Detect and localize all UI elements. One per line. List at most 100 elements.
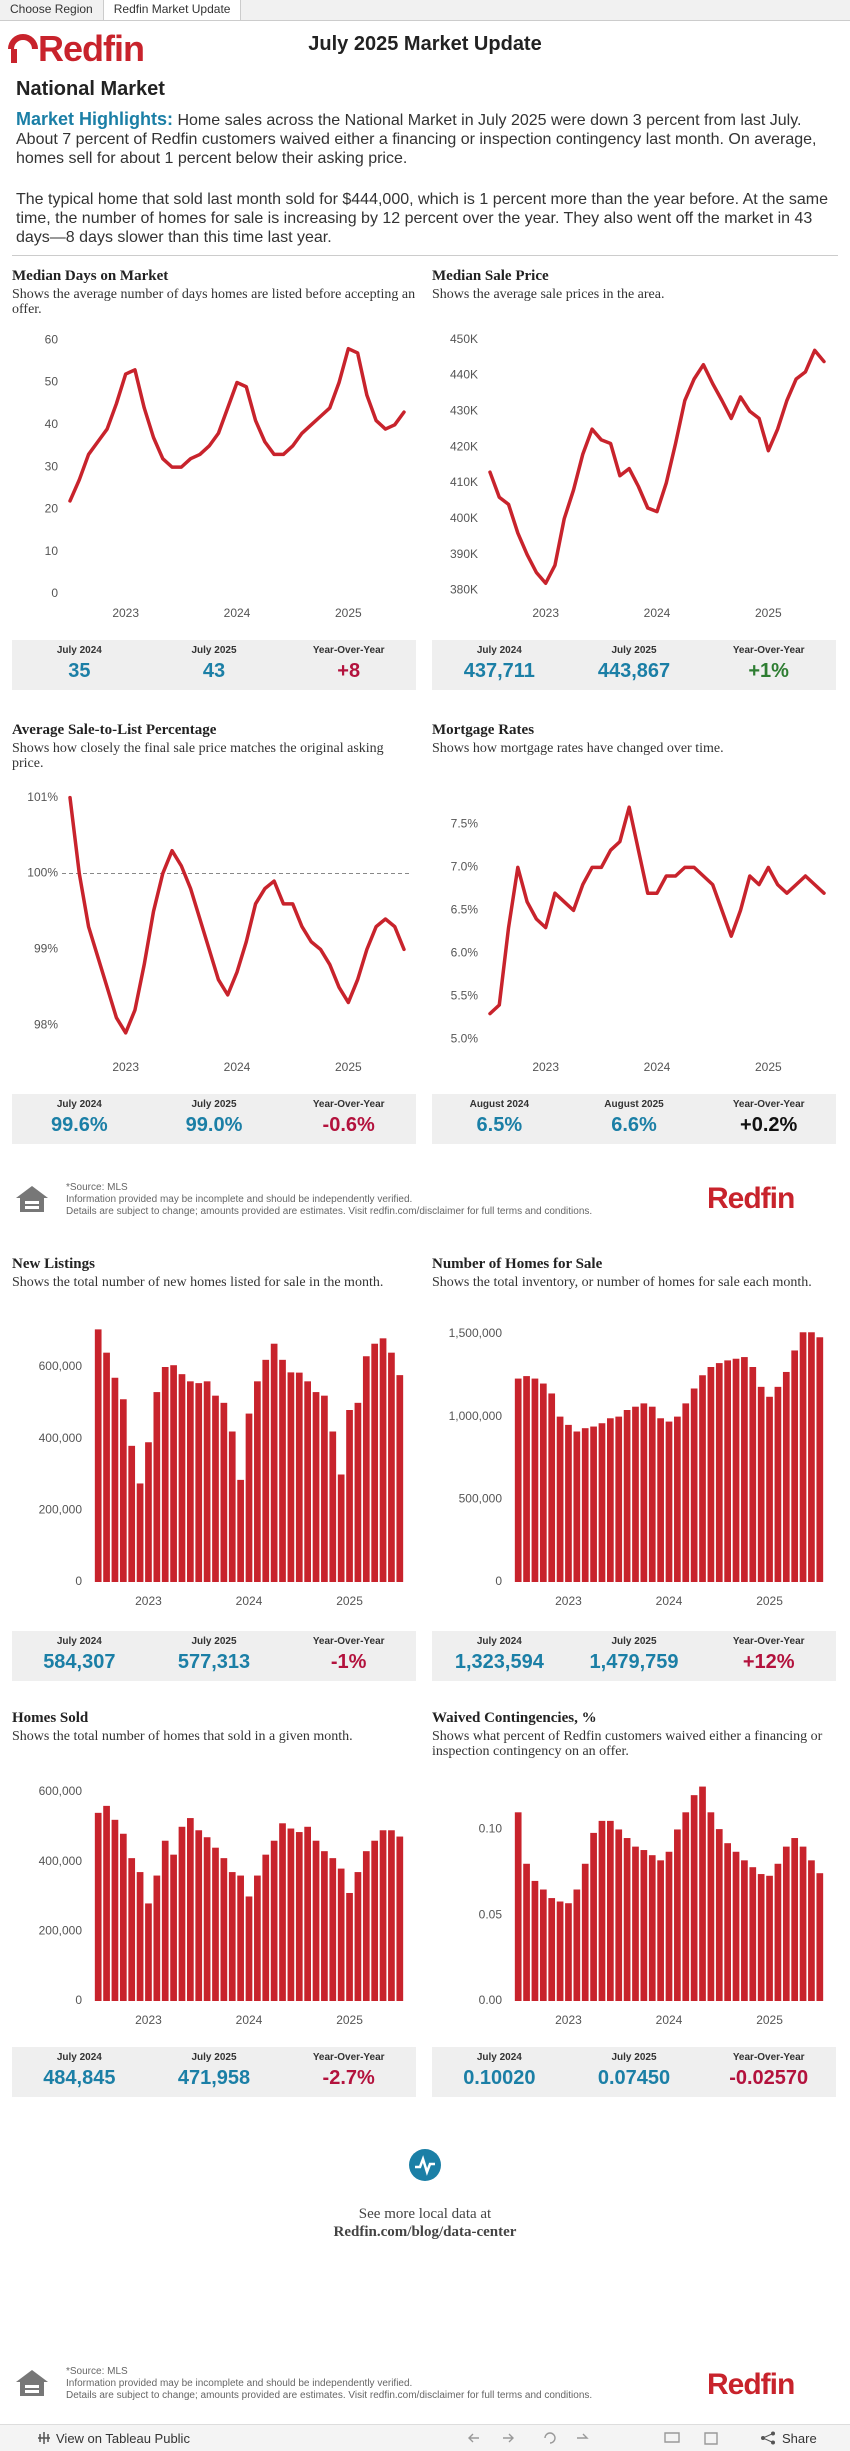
bar — [119, 1399, 127, 1582]
x-tick-label: 2025 — [335, 1060, 362, 1074]
chart-title: New Listings — [12, 1256, 95, 1272]
y-tick-label: 0 — [75, 1574, 82, 1588]
bar — [178, 1374, 186, 1582]
chart: 0 500,000 1,000,000 1,500,000 2023 2024 2025 — [449, 1326, 824, 1608]
bar — [136, 1483, 144, 1582]
chart-header: New Listings Shows the total number of ne… — [12, 1256, 416, 1290]
chart-header: Average Sale-to-List Percentage Shows how… — [12, 722, 416, 771]
chart-title: Average Sale-to-List Percentage — [12, 722, 217, 738]
bar — [228, 1872, 236, 2001]
bar — [346, 1410, 353, 1582]
stat: July 2024 437,711 — [432, 640, 567, 690]
view-on-tableau[interactable]: View on Tableau Public — [56, 2431, 190, 2446]
stat: July 2025 577,313 — [147, 1631, 282, 1681]
bar — [690, 1795, 698, 2001]
bar — [665, 1421, 673, 1582]
bar — [304, 1826, 311, 2001]
y-tick-label: 7.5% — [451, 817, 479, 831]
footer: *Source: MLS Information provided may be … — [12, 1182, 838, 1222]
bar — [640, 1403, 648, 1582]
bar — [749, 1867, 757, 2001]
bar — [590, 1426, 597, 1582]
tableau-icon[interactable] — [408, 2148, 442, 2182]
chart-panel: Median Days on Market Shows the average n… — [12, 268, 416, 690]
stat-value: 43 — [202, 660, 226, 682]
stat: Year-Over-Year +12% — [701, 1631, 836, 1681]
stat-value: 471,958 — [177, 2067, 251, 2089]
logo[interactable]: Redfin — [8, 28, 145, 70]
bar — [245, 1896, 253, 2001]
bar — [195, 1383, 203, 1582]
bar — [203, 1381, 211, 1582]
stat: July 2024 35 — [12, 640, 147, 690]
chart-subtitle: Shows the average sale prices in the are… — [432, 287, 665, 302]
stat-label: July 2024 — [56, 1099, 102, 1110]
tab[interactable]: Redfin Market Update — [103, 0, 242, 20]
bar — [346, 1892, 353, 2001]
stat-label: July 2024 — [56, 645, 102, 656]
bar — [237, 1479, 244, 1582]
y-tick-label: 420K — [450, 439, 478, 453]
stat-value: 1,323,594 — [454, 1651, 544, 1673]
stat-value: 35 — [68, 660, 91, 682]
y-tick-label: 1,000,000 — [449, 1409, 503, 1423]
y-tick-label: 600,000 — [39, 1359, 83, 1373]
share[interactable]: Share — [782, 2431, 817, 2446]
y-tick-label: 400,000 — [39, 1431, 83, 1445]
toolbar: View on Tableau Public Share — [0, 2424, 850, 2451]
bar — [153, 1875, 161, 2001]
y-tick-label: 0.10 — [479, 1822, 503, 1836]
stat: Year-Over-Year -0.02570 — [701, 2047, 836, 2097]
toolbar-icons[interactable] — [465, 2430, 765, 2446]
chart: 0.00 0.05 0.10 2023 2024 2025 — [479, 1786, 824, 2027]
y-tick-label: 40 — [45, 417, 59, 431]
stat-label: Year-Over-Year — [732, 1099, 805, 1110]
y-tick-label: 200,000 — [39, 1923, 83, 1937]
chart: 380K 390K 400K 410K 420K 430K 440K 450K 2023 2024… — [450, 332, 826, 620]
bar — [287, 1372, 295, 1582]
stat: Year-Over-Year +0.2% — [701, 1094, 836, 1144]
x-tick-label: 2023 — [532, 1060, 559, 1074]
y-tick-label: 600,000 — [39, 1784, 83, 1798]
stat-value: 6.6% — [611, 1114, 657, 1136]
bar — [245, 1413, 253, 1582]
share-icon — [761, 2431, 775, 2445]
highlights-text: Home sales across the National Market in… — [16, 112, 817, 167]
bar — [581, 1863, 589, 2001]
y-tick-label: 380K — [450, 583, 478, 597]
chart-header: Median Sale Price Shows the average sale … — [432, 268, 836, 302]
bar — [607, 1418, 614, 1582]
more-link[interactable]: Redfin.com/blog/data-center — [333, 2224, 517, 2240]
footer-logo[interactable]: Redfin — [707, 2368, 795, 2401]
bar — [573, 1889, 581, 2001]
bar — [388, 1830, 395, 2001]
bar — [212, 1847, 219, 2001]
stats-box: July 2024 1,323,594 July 2025 1,479,759 Year… — [432, 1631, 836, 1681]
y-tick-label: 440K — [450, 368, 478, 382]
stat-value: 443,867 — [597, 660, 671, 682]
bar — [531, 1880, 539, 2001]
bar — [690, 1388, 698, 1582]
stat: August 2024 6.5% — [432, 1094, 567, 1144]
stat-value: +12% — [742, 1651, 795, 1673]
bar — [279, 1823, 286, 2001]
y-tick-label: 450K — [450, 332, 478, 346]
stat: July 2025 471,958 — [147, 2047, 282, 2097]
bar — [699, 1786, 706, 2001]
y-tick-label: 98% — [34, 1017, 58, 1031]
tab[interactable]: Choose Region — [0, 0, 104, 20]
y-tick-label: 6.0% — [451, 946, 479, 960]
highlights-text-2: The typical home that sold last month so… — [16, 191, 829, 246]
y-tick-label: 60 — [45, 332, 59, 346]
chart-subtitle: Shows the total number of new homes list… — [12, 1275, 384, 1290]
chart-panel: Average Sale-to-List Percentage Shows how… — [12, 722, 416, 1144]
bar — [111, 1377, 119, 1582]
stat-label: Year-Over-Year — [732, 1636, 805, 1647]
bar — [757, 1386, 765, 1582]
x-tick-label: 2023 — [532, 606, 559, 620]
x-tick-label: 2024 — [236, 1594, 263, 1608]
bar — [590, 1832, 597, 2001]
footer-logo[interactable]: Redfin — [707, 1182, 795, 1215]
stat-label: Year-Over-Year — [312, 645, 385, 656]
bar — [270, 1840, 278, 2001]
